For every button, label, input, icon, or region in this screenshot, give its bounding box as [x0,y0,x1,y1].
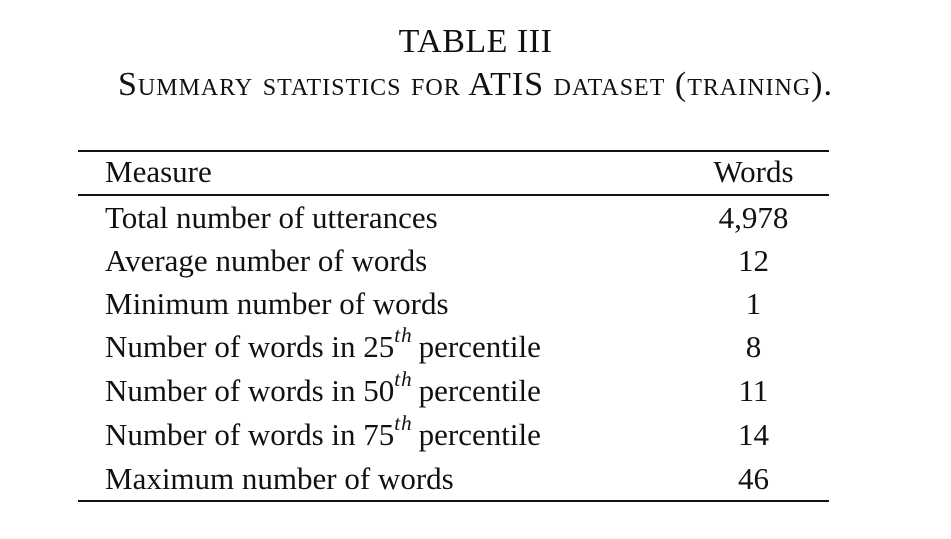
row-value: 14 [738,417,769,452]
header-words: Words [713,154,794,189]
table-number: TABLE III [398,23,553,60]
header-rule [78,194,829,196]
ordinal-superscript: th [394,410,413,435]
ordinal-superscript: th [394,322,413,347]
table-caption: Summary statistics for ATIS dataset (tra… [118,66,833,103]
top-rule [78,150,829,152]
row-measure-suffix: percentile [418,329,541,364]
table-row: Number of words in 75th percentile 14 [78,410,829,457]
row-measure-suffix: percentile [418,373,541,408]
table-row: Total number of utterances 4,978 [78,196,829,239]
table-row: Number of words in 25th percentile 8 [78,322,829,369]
table-row: Number of words in 50th percentile 11 [78,366,829,413]
header-measure: Measure [105,154,212,189]
bottom-rule [78,500,829,502]
row-measure: Number of words in 25th percentile [105,322,541,368]
header-row: Measure Words [78,152,829,194]
row-measure: Minimum number of words [105,286,449,321]
row-measure: Average number of words [105,243,428,278]
row-measure: Number of words in 75th percentile [105,410,541,456]
table-row: Average number of words 12 [78,239,829,282]
row-measure-prefix: Number of words in 25 [105,329,395,364]
summary-statistics-table: Measure Words Total number of utterances… [78,150,829,502]
row-measure: Total number of utterances [105,200,438,235]
row-measure: Number of words in 50th percentile [105,366,541,412]
table-body: Total number of utterances 4,978 Average… [78,196,829,500]
row-measure: Maximum number of words [105,461,454,496]
row-value: 11 [738,373,769,408]
row-measure-suffix: percentile [418,417,541,452]
row-value: 12 [738,243,769,278]
row-measure-prefix: Number of words in 75 [105,417,395,452]
table-row: Minimum number of words 1 [78,282,829,325]
ordinal-superscript: th [394,366,413,391]
row-value: 1 [745,286,762,321]
table-row: Maximum number of words 46 [78,457,829,500]
row-measure-prefix: Number of words in 50 [105,373,395,408]
row-value: 4,978 [718,200,789,235]
row-value: 8 [745,329,762,364]
row-value: 46 [738,461,769,496]
